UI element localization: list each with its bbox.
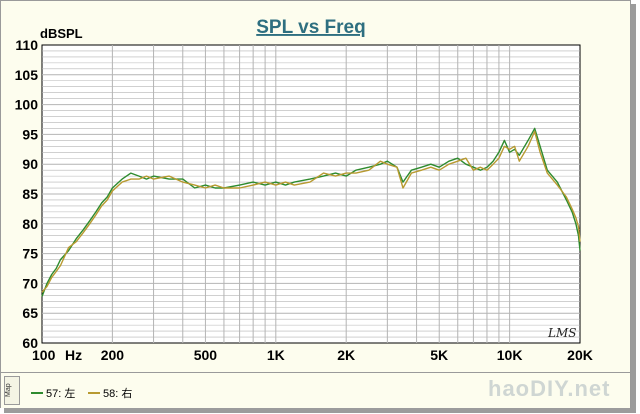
x-tick-label: 10K bbox=[497, 347, 523, 363]
x-tick-labels: 100 200 500 1K 2K 5K 10K 20K bbox=[32, 347, 593, 363]
x-tick-label: 20K bbox=[567, 347, 593, 363]
y-axis-label: dBSPL bbox=[40, 26, 83, 41]
x-tick-label: 1K bbox=[267, 347, 285, 363]
y-tick-labels: 110 105 100 95 90 85 80 75 70 65 60 bbox=[15, 37, 39, 351]
x-tick-label: 100 bbox=[32, 347, 56, 363]
y-tick-label: 110 bbox=[15, 37, 38, 53]
legend-item-57[interactable]: 57: 左 bbox=[31, 385, 75, 401]
legend-swatch-57 bbox=[31, 392, 43, 394]
y-tick-label: 70 bbox=[22, 275, 38, 291]
y-tick-label: 60 bbox=[22, 335, 38, 351]
y-tick-label: 105 bbox=[15, 67, 39, 83]
frame-shadow-bottom bbox=[4, 408, 636, 413]
legend-label-57: 57: 左 bbox=[46, 388, 76, 400]
lms-logo: LMS bbox=[548, 326, 577, 340]
legend-label-58: 58: 右 bbox=[103, 388, 133, 400]
map-tab-label: Map bbox=[5, 383, 12, 397]
y-tick-label: 90 bbox=[22, 156, 38, 172]
y-tick-label: 65 bbox=[22, 305, 38, 321]
legend-item-58[interactable]: 58: 右 bbox=[88, 385, 132, 401]
watermark: haoDIY.net bbox=[488, 376, 611, 401]
x-tick-label: 5K bbox=[430, 347, 448, 363]
chart-title: SPL vs Freq bbox=[256, 17, 365, 38]
y-tick-label: 75 bbox=[22, 246, 38, 262]
y-tick-label: 80 bbox=[22, 216, 38, 232]
x-tick-label: 200 bbox=[101, 347, 125, 363]
series-line-58 bbox=[41, 130, 581, 293]
frame-shadow-right bbox=[631, 4, 636, 408]
map-tab[interactable]: Map bbox=[4, 376, 20, 405]
legend-swatch-58 bbox=[88, 392, 100, 394]
y-tick-label: 85 bbox=[22, 186, 38, 202]
y-tick-label: 95 bbox=[22, 126, 38, 142]
x-axis-unit: Hz bbox=[65, 347, 82, 363]
grid-lines bbox=[42, 45, 580, 343]
y-tick-label: 100 bbox=[15, 97, 39, 113]
x-tick-label: 500 bbox=[194, 347, 218, 363]
legend-panel: Map 57: 左 58: 右 bbox=[1, 372, 630, 408]
x-tick-label: 2K bbox=[337, 347, 355, 363]
data-series bbox=[41, 127, 581, 297]
